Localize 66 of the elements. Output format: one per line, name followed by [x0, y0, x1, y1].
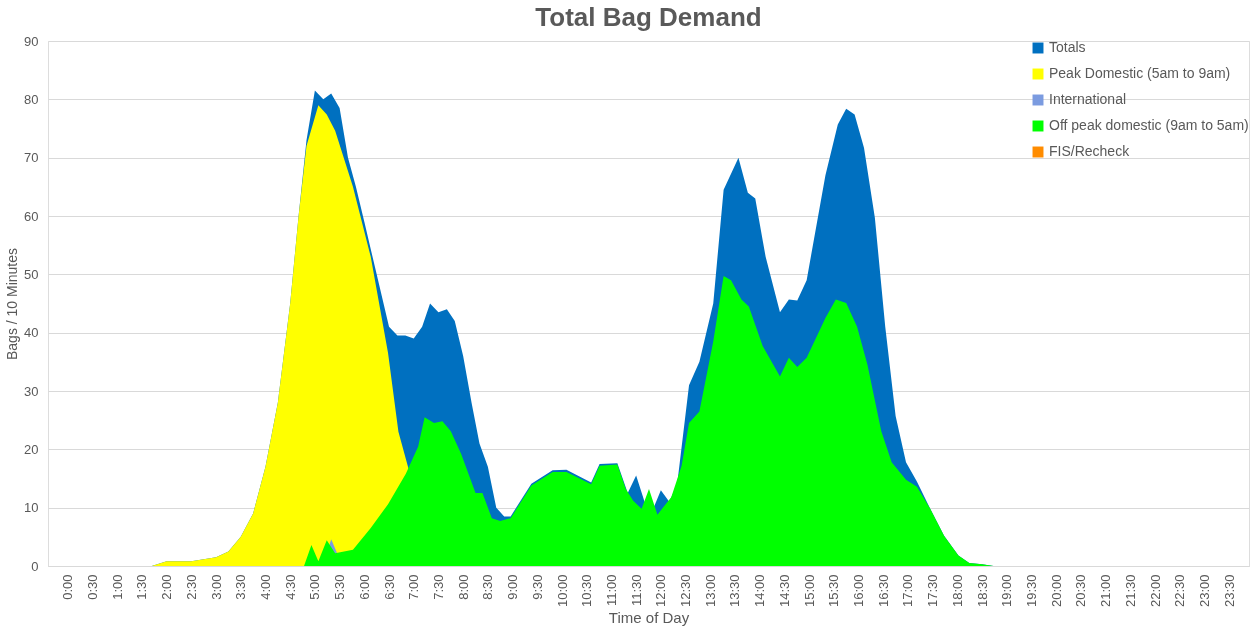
- x-tick-label: 20:00: [1048, 574, 1064, 608]
- y-tick-label: 80: [24, 91, 39, 107]
- x-tick-label: 1:00: [109, 574, 125, 600]
- x-tick-label: 22:00: [1147, 574, 1163, 608]
- x-tick-label: 3:00: [208, 574, 224, 600]
- x-tick-label: 2:30: [183, 574, 199, 600]
- x-tick-label: 10:00: [554, 574, 570, 608]
- legend-label: International: [1049, 91, 1127, 107]
- x-tick-label: 4:30: [282, 574, 298, 600]
- x-axis-title: Time of Day: [608, 609, 690, 627]
- legend-label: Off peak domestic (9am to 5am): [1049, 117, 1249, 133]
- x-tick-label: 6:00: [356, 574, 372, 600]
- x-tick-label: 12:00: [653, 574, 669, 608]
- y-axis-title: Bags / 10 Minutes: [4, 247, 21, 361]
- x-tick-label: 14:30: [776, 574, 792, 608]
- x-tick-label: 23:00: [1197, 574, 1213, 608]
- x-tick-label: 13:30: [727, 574, 743, 608]
- x-tick-label: 8:00: [455, 574, 471, 600]
- x-tick-label: 10:30: [579, 574, 595, 608]
- x-tick-label: 17:30: [925, 574, 941, 608]
- x-tick-label: 15:00: [801, 574, 817, 608]
- y-tick-label: 0: [31, 558, 39, 574]
- x-tick-label: 2:00: [159, 574, 175, 600]
- legend-label: FIS/Recheck: [1049, 143, 1131, 159]
- y-tick-label: 60: [24, 208, 39, 224]
- x-tick-label: 6:30: [381, 574, 397, 600]
- x-tick-label: 5:30: [332, 574, 348, 600]
- x-tick-label: 17:00: [900, 574, 916, 608]
- x-tick-label: 13:00: [702, 574, 718, 608]
- x-tick-label: 8:30: [480, 574, 496, 600]
- x-tick-label: 21:00: [1098, 574, 1114, 608]
- y-tick-label: 10: [24, 500, 39, 516]
- x-tick-label: 16:30: [875, 574, 891, 608]
- y-tick-label: 40: [24, 325, 39, 341]
- x-tick-label: 9:00: [505, 574, 521, 600]
- x-tick-label: 20:30: [1073, 574, 1089, 608]
- x-tick-label: 19:00: [999, 574, 1015, 608]
- x-tick-label: 14:00: [752, 574, 768, 608]
- y-tick-label: 90: [24, 33, 39, 49]
- x-tick-label: 18:00: [949, 574, 965, 608]
- x-tick-label: 9:30: [529, 574, 545, 600]
- x-tick-label: 3:30: [233, 574, 249, 600]
- x-tick-label: 23:30: [1221, 574, 1237, 608]
- x-tick-label: 1:30: [134, 574, 150, 600]
- x-tick-label: 11:30: [628, 574, 644, 607]
- y-tick-label: 50: [24, 266, 39, 282]
- x-tick-label: 19:30: [1024, 574, 1040, 608]
- y-tick-label: 20: [24, 441, 39, 457]
- x-tick-label: 15:30: [826, 574, 842, 608]
- x-tick-label: 5:00: [307, 574, 323, 600]
- y-tick-label: 70: [24, 150, 39, 166]
- x-tick-label: 21:30: [1122, 574, 1138, 608]
- x-tick-label: 4:00: [257, 574, 273, 600]
- chart-title: Total Bag Demand: [535, 2, 762, 32]
- x-tick-label: 7:00: [406, 574, 422, 600]
- x-tick-label: 22:30: [1172, 574, 1188, 608]
- legend-label: Peak Domestic (5am to 9am): [1049, 65, 1231, 81]
- x-tick-label: 18:30: [974, 574, 990, 608]
- x-tick-label: 16:00: [851, 574, 867, 608]
- x-tick-label: 0:00: [60, 574, 76, 600]
- legend-label: Totals: [1049, 39, 1086, 55]
- y-tick-label: 30: [24, 383, 39, 399]
- x-tick-label: 12:30: [678, 574, 694, 608]
- x-tick-label: 0:30: [84, 574, 100, 600]
- x-tick-label: 11:00: [603, 574, 619, 607]
- x-tick-label: 7:30: [430, 574, 446, 600]
